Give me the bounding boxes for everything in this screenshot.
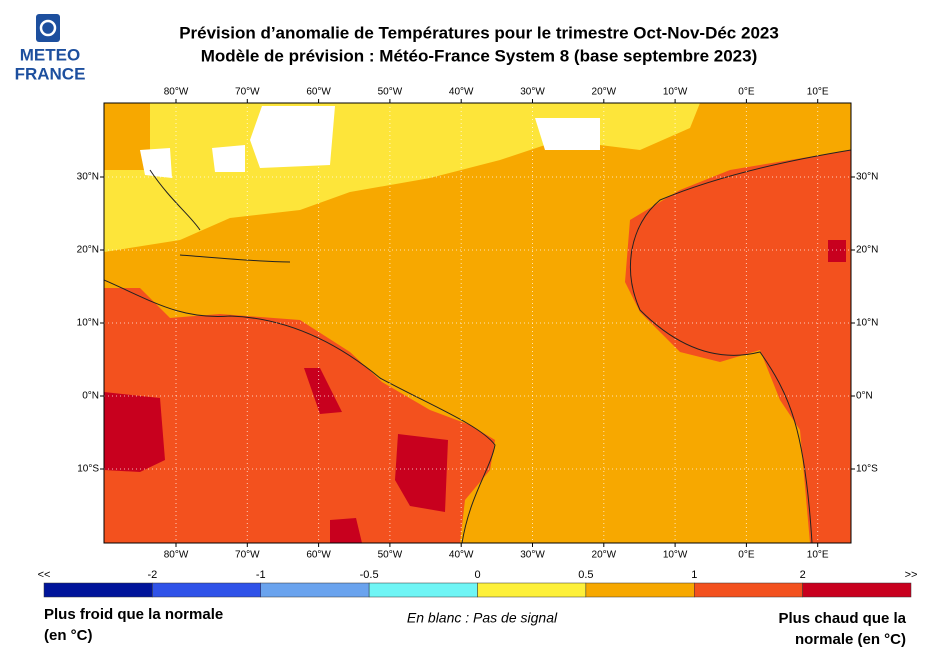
legend-right: normale (en °C) [795,631,906,648]
colorbar: << -2 -1 -0.5 0 0.5 1 2 >> [38,569,918,598]
lon-label: 50°W [378,87,403,98]
colorbar-segment [152,582,261,598]
lon-label: 20°W [592,550,617,561]
map-region [395,434,448,512]
logo-icon [36,14,60,42]
lat-label: 10°S [77,464,99,475]
logo-text: METEO [20,45,80,64]
lon-label: 0°E [738,87,755,98]
map: 80°W 80°W 70°W 70°W 60°W 60°W 50°W 50°W 40°W 40°W… [77,87,879,561]
lon-label: 10°W [663,87,688,98]
map-region [535,118,600,150]
lon-label: 70°W [235,87,260,98]
map-region [304,368,342,414]
lon-label: 40°W [449,550,474,561]
map-region [140,148,172,178]
map-region [104,392,165,472]
legend-left: (en °C) [44,627,93,644]
lon-label: 10°W [663,550,688,561]
lon-label: 0°E [738,550,755,561]
colorbar-label: -0.5 [360,569,379,581]
logo: METEO FRANCE [15,14,86,83]
colorbar-label: 2 [800,569,806,581]
colorbar-label: -1 [256,569,266,581]
lon-label: 80°W [164,87,189,98]
logo-text: FRANCE [15,64,86,83]
lat-label: 10°S [856,464,878,475]
map-region [625,150,851,543]
lat-label: 20°N [856,245,878,256]
colorbar-segment [368,582,478,598]
colorbar-label: << [38,569,51,581]
logo-icon [39,19,57,37]
lon-label: 20°W [592,87,617,98]
lon-label: 10°E [807,550,829,561]
lon-label: 50°W [378,550,403,561]
lon-label: 30°W [520,550,545,561]
lat-label: 30°N [77,172,99,183]
lat-label: 10°N [77,318,99,329]
lon-label: 60°W [306,87,331,98]
lat-label: 0°N [856,391,873,402]
map-region [828,240,846,262]
lon-label: 80°W [164,550,189,561]
lat-label: 0°N [82,391,99,402]
subtitle: Modèle de prévision : Météo-France Syste… [201,46,757,65]
map-region [250,106,335,168]
colorbar-segment [585,582,695,598]
lon-label: 70°W [235,550,260,561]
colorbar-segment [477,582,587,598]
map-region [212,145,245,172]
lon-label: 40°W [449,87,474,98]
legend-left: Plus froid que la normale [44,606,223,623]
lat-label: 20°N [77,245,99,256]
coastline [149,169,291,263]
lon-label: 30°W [520,87,545,98]
coastline [104,279,496,543]
map-frame [103,102,852,544]
colorbar-label: 0.5 [578,569,593,581]
colorbar-segment [802,582,912,598]
colorbar-label: >> [905,569,918,581]
title: Prévision d’anomalie de Températures pou… [179,23,779,42]
colorbar-label: 0 [474,569,480,581]
lon-label: 10°E [807,87,829,98]
legend-right: Plus chaud que la [778,610,906,627]
colorbar-segment [694,582,803,598]
lat-label: 30°N [856,172,878,183]
lon-label: 60°W [306,550,331,561]
colorbar-segment [43,582,153,598]
map-region [330,518,362,543]
colorbar-label: -2 [147,569,157,581]
colorbar-segment [260,582,370,598]
colorbar-label: 1 [691,569,697,581]
lat-label: 10°N [856,318,878,329]
legend-center: En blanc : Pas de signal [407,610,558,626]
coastline [630,149,851,543]
